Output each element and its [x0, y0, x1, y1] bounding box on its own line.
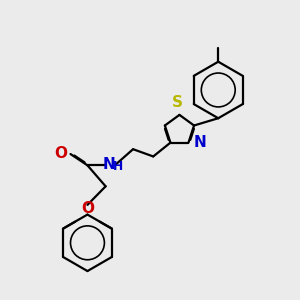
Text: O: O: [55, 146, 68, 161]
Text: O: O: [81, 201, 94, 216]
Text: H: H: [113, 160, 123, 173]
Text: N: N: [194, 135, 207, 150]
Text: N: N: [103, 157, 116, 172]
Text: S: S: [172, 95, 183, 110]
